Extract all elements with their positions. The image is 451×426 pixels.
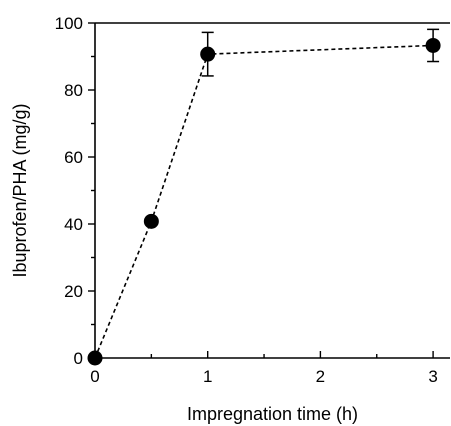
- y-tick-label: 80: [64, 81, 83, 100]
- x-tick-label: 0: [90, 367, 99, 386]
- x-axis-title: Impregnation time (h): [187, 404, 358, 424]
- series-line: [94, 44, 434, 359]
- y-tick-label: 100: [55, 14, 83, 33]
- data-point: [425, 37, 441, 53]
- y-tick-label: 40: [64, 215, 83, 234]
- y-tick-label: 60: [64, 148, 83, 167]
- x-tick-label: 2: [316, 367, 325, 386]
- data-point: [143, 213, 159, 229]
- x-tick-label: 3: [428, 367, 437, 386]
- axes: [94, 22, 450, 359]
- data-point: [87, 350, 103, 366]
- y-tick-label: 0: [74, 349, 83, 368]
- y-axis-title: Ibuprofen/PHA (mg/g): [10, 103, 30, 277]
- series: [87, 28, 441, 366]
- ticks: 0 20 40 60 80 100 0 1 2 3: [55, 14, 438, 386]
- y-tick-label: 20: [64, 282, 83, 301]
- x-tick-label: 1: [203, 367, 212, 386]
- data-point: [200, 46, 216, 62]
